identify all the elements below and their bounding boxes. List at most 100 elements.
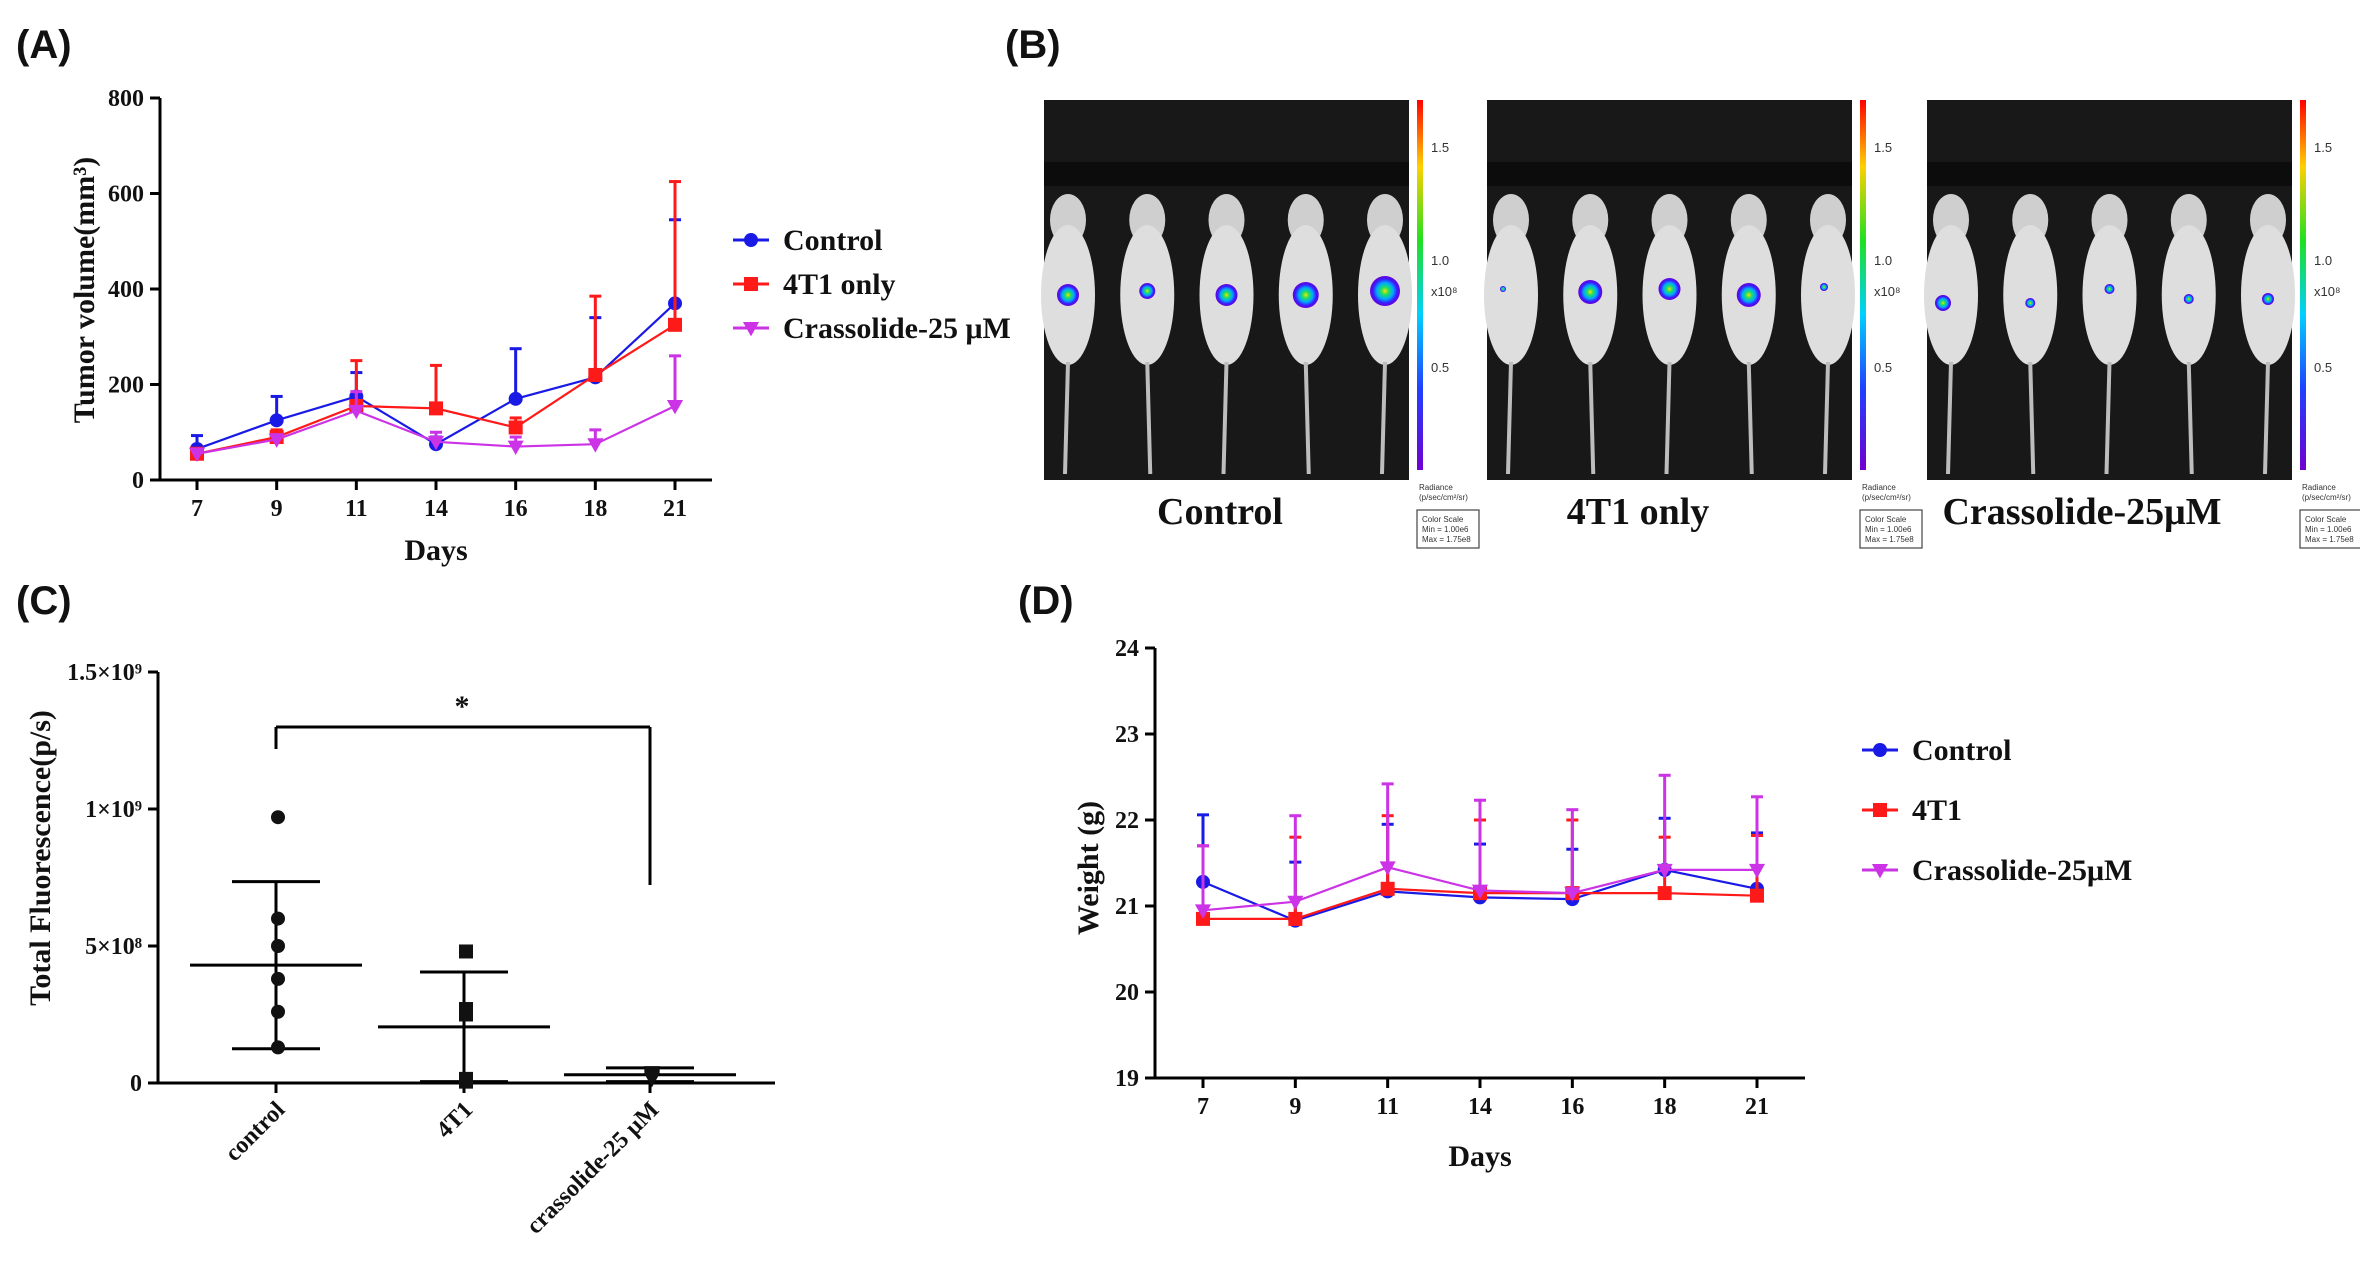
series-4t1-only: [190, 180, 682, 461]
y-tick-label: 0: [130, 1071, 142, 1097]
luminescence-signal: [2183, 294, 2194, 304]
radiance-label: Radiance: [2302, 483, 2336, 492]
color-scale-title: Color Scale: [1865, 515, 1907, 524]
data-point: [1287, 895, 1304, 911]
x-tick-label: 21: [663, 496, 687, 522]
luminescence-signal: [1578, 280, 1603, 304]
data-point: [429, 401, 443, 416]
data-point: [1379, 861, 1396, 876]
legend-item: Crassolide-25μM: [1862, 854, 2132, 887]
mouse-silhouette: [1199, 194, 1254, 475]
color-scale-max: Max = 1.75e8: [1865, 535, 1914, 544]
body-weight-xlabel: Days: [1448, 1140, 1511, 1173]
y-tick-label: 800: [108, 86, 144, 112]
y-tick-label: 19: [1115, 1066, 1139, 1092]
legend-swatch-marker: [1873, 743, 1887, 757]
tumor-volume-legend: Control 4T1 only Crassolide-25 μM: [733, 224, 1011, 345]
x-tick-label: 18: [583, 496, 607, 522]
luminescence-signal: [1215, 284, 1238, 306]
x-tick-label: 7: [191, 496, 203, 522]
mouse-tail: [1063, 361, 1070, 475]
colorbar-tick-label: 1.5: [1874, 140, 1892, 155]
imaging-holder-bar: [1927, 162, 2292, 186]
data-point: [271, 939, 285, 953]
mouse-tail: [1221, 361, 1229, 475]
mouse-body: [2082, 225, 2137, 365]
data-point: [459, 1074, 473, 1089]
data-point: [1196, 911, 1210, 926]
mouse-tail: [1588, 361, 1596, 475]
tumor-volume-axes: [158, 98, 712, 482]
luminescence-signal: [1292, 282, 1319, 308]
series-crassolide-25-m: [1194, 773, 1766, 919]
data-point: [1657, 886, 1672, 901]
data-point: [1750, 888, 1764, 903]
colorbar-tick-label: 0.5: [1431, 360, 1449, 375]
data-point: [188, 447, 206, 463]
color-scale-box: [2299, 509, 2360, 549]
colorbar-tick-label: 1.0: [1874, 253, 1892, 268]
color-scale-max: Max = 1.75e8: [2305, 535, 2354, 544]
x-tick-label: 7: [1197, 1094, 1209, 1120]
mouse-tail: [2186, 361, 2194, 475]
data-point: [268, 433, 285, 448]
data-point: [587, 438, 604, 453]
legend-item: 4T1 only: [733, 268, 896, 301]
mouse-silhouette: [1563, 194, 1618, 475]
panel-label-a: (A): [16, 23, 72, 67]
imaging-group: 1.5 1.0 0.5 x10⁸ Radiance(p/sec/cm²/sr) Color…: [1041, 100, 1480, 549]
mouse-body: [1924, 225, 1978, 365]
imaging-holder-bar: [1044, 162, 1409, 186]
group-4t1: [378, 944, 550, 1089]
mouse-silhouette: [1801, 194, 1855, 475]
x-tick-label: 21: [1745, 1094, 1769, 1120]
colorbar-unit: x10⁸: [2314, 284, 2340, 299]
legend-label: Control: [783, 224, 882, 257]
body-weight-chart: 19 20 21 22 23 24 7 9 11 14 16 18 21 Days Weight (g)…: [1072, 636, 2132, 1173]
significance-bracket: *: [274, 690, 652, 885]
mouse-tail: [2028, 361, 2036, 475]
total-fluorescence-chart: 0 5×10⁸ 1×10⁹ 1.5×10⁹ control 4T1 crassolide-2…: [24, 660, 775, 1239]
imaging-group-label: Control: [1157, 491, 1283, 533]
x-tick-label: 11: [345, 496, 368, 522]
legend-item: Control: [1862, 734, 2011, 767]
radiance-label: Radiance: [1862, 483, 1896, 492]
imaging-group: 1.5 1.0 0.5 x10⁸ Radiance(p/sec/cm²/sr) Color…: [1484, 100, 1923, 549]
data-point: [1748, 863, 1766, 879]
luminescence-signal: [1500, 286, 1506, 292]
legend-swatch-marker: [744, 277, 758, 291]
colorbar-tick-label: 0.5: [2314, 360, 2332, 375]
data-point: [271, 911, 285, 926]
series-crassolide-25-m: [188, 354, 684, 463]
y-tick-label: 1.5×10⁹: [67, 660, 142, 686]
legend-label: 4T1 only: [783, 268, 896, 301]
luminescence-signal: [1658, 278, 1681, 300]
mouse-silhouette: [1484, 194, 1538, 475]
y-tick-label: 600: [108, 182, 144, 208]
mouse-tail: [1145, 361, 1153, 475]
data-point: [588, 367, 603, 382]
mouse-tail: [1303, 361, 1311, 475]
radiance-unit: (p/sec/cm²/sr): [1862, 493, 1911, 502]
x-tick-label: 16: [504, 496, 528, 522]
mouse-silhouette: [1041, 194, 1095, 475]
x-tick-label: 14: [424, 496, 448, 522]
mouse-silhouette: [2003, 194, 2058, 475]
legend-label: 4T1: [1912, 794, 1962, 827]
mouse-tail: [1664, 361, 1672, 475]
legend-swatch-marker: [744, 233, 758, 247]
data-point: [269, 413, 284, 428]
y-tick-label: 200: [108, 373, 144, 399]
mouse-silhouette: [1278, 194, 1333, 475]
color-scale-box: [1416, 509, 1480, 549]
data-point: [459, 944, 473, 959]
y-tick-label: 22: [1115, 808, 1139, 834]
mouse-silhouette: [1358, 194, 1412, 475]
color-scale-box: [1859, 509, 1923, 549]
colorbar-unit: x10⁸: [1431, 284, 1457, 299]
legend-item: Crassolide-25 μM: [733, 312, 1011, 345]
legend-swatch-marker: [1871, 864, 1889, 879]
group-control: [190, 810, 362, 1055]
data-point: [508, 420, 523, 435]
